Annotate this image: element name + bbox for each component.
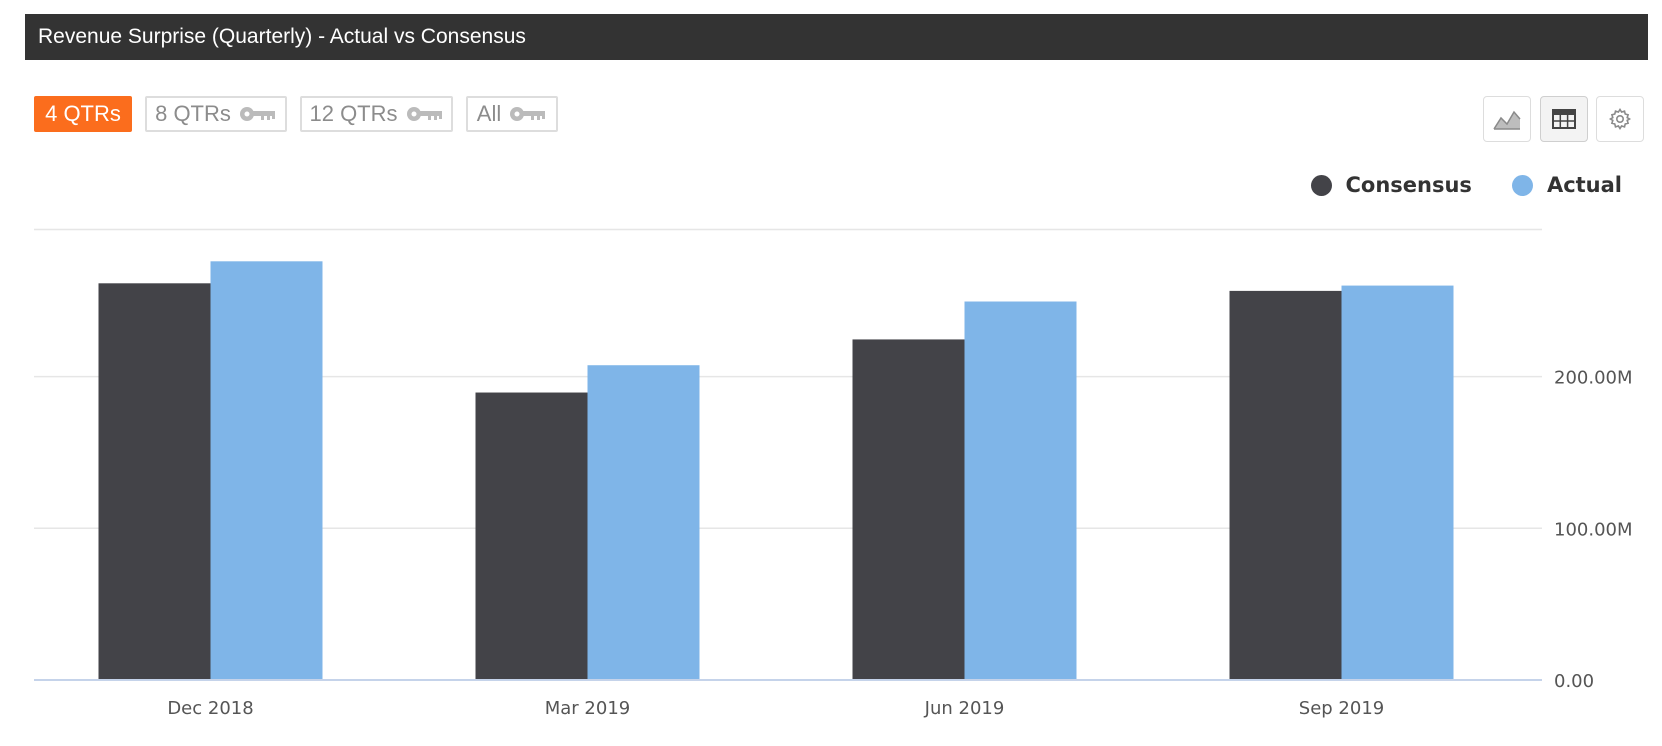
- area-chart-view-button[interactable]: [1483, 96, 1531, 142]
- chart-legend: Consensus Actual: [1310, 170, 1622, 200]
- bar-actual-jun-2019[interactable]: [964, 301, 1077, 680]
- bar-actual-dec-2018[interactable]: [210, 261, 323, 680]
- legend-item-consensus[interactable]: Consensus: [1310, 170, 1472, 200]
- y-tick-label: 0.00: [1554, 671, 1594, 692]
- settings-button[interactable]: [1596, 96, 1644, 142]
- bar-consensus-sep-2019[interactable]: [1229, 290, 1342, 680]
- bar-consensus-jun-2019[interactable]: [852, 339, 965, 680]
- bar-consensus-dec-2018[interactable]: [98, 283, 211, 680]
- chart-header: Revenue Surprise (Quarterly) - Actual vs…: [25, 14, 1648, 60]
- y-tick-label: 100.00M: [1554, 519, 1633, 540]
- x-tick-label: Sep 2019: [1299, 698, 1384, 719]
- tab-4-qtrs[interactable]: 4 QTRs: [34, 96, 132, 132]
- tab-8-qtrs[interactable]: 8 QTRs: [145, 96, 287, 132]
- tab-all[interactable]: All: [466, 96, 558, 132]
- tab-label: 4 QTRs: [45, 101, 121, 126]
- tab-label: 8 QTRs: [155, 101, 231, 126]
- legend-label: Actual: [1546, 173, 1622, 197]
- x-tick-label: Mar 2019: [545, 698, 631, 719]
- table-grid-icon: [1552, 109, 1576, 129]
- bar-actual-mar-2019[interactable]: [587, 365, 700, 680]
- y-tick-label: 200.00M: [1554, 368, 1633, 389]
- table-view-button[interactable]: [1540, 96, 1588, 142]
- legend-item-actual[interactable]: Actual: [1511, 170, 1622, 200]
- legend-label: Consensus: [1345, 173, 1472, 197]
- legend-swatch-consensus: [1310, 174, 1332, 196]
- page-title: Revenue Surprise (Quarterly) - Actual vs…: [38, 25, 526, 48]
- tab-label: 12 QTRs: [309, 101, 398, 126]
- tab-label: All: [476, 101, 502, 126]
- bar-consensus-mar-2019[interactable]: [475, 392, 588, 680]
- area-chart-icon: [1493, 110, 1521, 130]
- key-icon: [510, 107, 546, 121]
- legend-swatch-actual: [1511, 174, 1533, 196]
- key-icon: [239, 107, 275, 121]
- x-tick-label: Dec 2018: [167, 698, 253, 719]
- tab-12-qtrs[interactable]: 12 QTRs: [300, 96, 453, 132]
- key-icon: [406, 107, 442, 121]
- gear-icon: [1608, 108, 1632, 130]
- x-tick-label: Jun 2019: [924, 698, 1005, 719]
- bar-actual-sep-2019[interactable]: [1341, 285, 1454, 680]
